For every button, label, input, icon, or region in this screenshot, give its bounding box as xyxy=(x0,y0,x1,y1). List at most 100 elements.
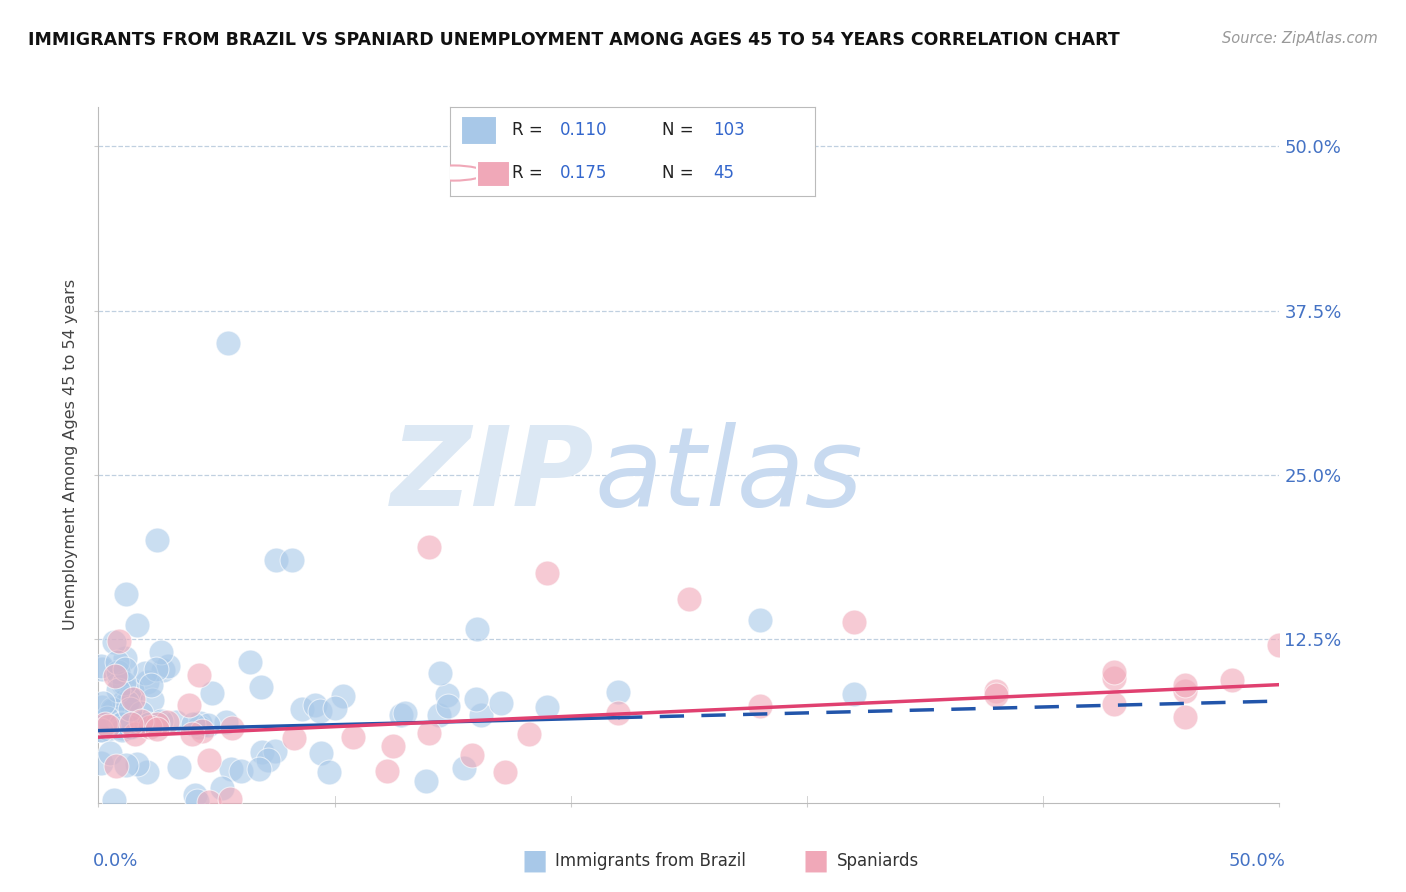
Point xyxy=(117,689,139,703)
Text: ■: ■ xyxy=(803,847,828,875)
Y-axis label: Unemployment Among Ages 45 to 54 years: Unemployment Among Ages 45 to 54 years xyxy=(63,279,79,631)
Point xyxy=(281,553,304,567)
Point xyxy=(283,731,305,745)
Text: 0.0%: 0.0% xyxy=(93,852,138,870)
Point xyxy=(181,727,204,741)
Point xyxy=(115,587,138,601)
Point xyxy=(219,762,242,776)
Point xyxy=(375,764,398,779)
Point xyxy=(536,566,558,580)
Point xyxy=(252,745,274,759)
Point xyxy=(129,714,152,728)
Text: 0.110: 0.110 xyxy=(560,121,607,139)
Point xyxy=(678,592,700,607)
Point xyxy=(91,696,114,710)
Point xyxy=(120,717,142,731)
Text: 45: 45 xyxy=(713,164,734,182)
Point xyxy=(112,676,135,690)
Point xyxy=(111,676,134,690)
Point xyxy=(427,707,450,722)
Point xyxy=(120,720,142,734)
Point xyxy=(118,691,141,706)
Point xyxy=(1102,698,1125,712)
Point xyxy=(418,540,440,554)
Point xyxy=(101,703,124,717)
Point xyxy=(117,706,139,721)
Point xyxy=(291,702,314,716)
Point xyxy=(146,715,169,730)
Point xyxy=(229,764,252,778)
Point xyxy=(186,794,208,808)
Text: 103: 103 xyxy=(713,121,745,139)
Point xyxy=(1102,671,1125,685)
Point xyxy=(748,613,770,627)
Point xyxy=(149,645,172,659)
Point xyxy=(437,698,460,713)
Point xyxy=(198,753,221,767)
Point xyxy=(342,730,364,744)
Point xyxy=(1174,710,1197,724)
Point xyxy=(124,727,146,741)
Point xyxy=(323,700,346,714)
Text: R =: R = xyxy=(512,121,548,139)
Point xyxy=(129,706,152,720)
Point xyxy=(415,773,437,788)
Point xyxy=(461,747,484,762)
Point xyxy=(90,699,112,714)
Point xyxy=(247,763,270,777)
Point xyxy=(429,665,451,680)
Point xyxy=(191,723,214,738)
Point xyxy=(536,700,558,714)
Point xyxy=(219,792,242,806)
Point xyxy=(146,716,169,731)
Point xyxy=(1268,638,1291,652)
Point xyxy=(211,780,233,795)
Point xyxy=(304,698,326,713)
Point xyxy=(132,715,155,730)
Point xyxy=(107,634,129,648)
Point xyxy=(134,666,156,681)
Point xyxy=(470,707,492,722)
Point xyxy=(181,717,204,731)
Point xyxy=(984,688,1007,702)
Text: R =: R = xyxy=(512,164,548,182)
Point xyxy=(103,792,125,806)
Point xyxy=(215,715,238,730)
Point xyxy=(201,686,224,700)
Point xyxy=(121,683,143,698)
Point xyxy=(108,671,131,685)
Point xyxy=(114,758,136,772)
Text: IMMIGRANTS FROM BRAZIL VS SPANIARD UNEMPLOYMENT AMONG AGES 45 TO 54 YEARS CORREL: IMMIGRANTS FROM BRAZIL VS SPANIARD UNEMP… xyxy=(28,31,1119,49)
Point xyxy=(221,721,243,735)
Point xyxy=(110,717,132,731)
Point xyxy=(146,533,169,548)
Text: 50.0%: 50.0% xyxy=(1229,852,1285,870)
Point xyxy=(90,658,112,673)
Point xyxy=(156,658,179,673)
Point xyxy=(111,723,134,737)
Point xyxy=(114,662,136,676)
Point xyxy=(110,716,132,731)
Bar xyxy=(478,161,510,187)
Point xyxy=(489,696,512,710)
Point xyxy=(309,746,332,760)
Point xyxy=(118,720,141,734)
Point xyxy=(607,706,630,720)
Point xyxy=(264,744,287,758)
Point xyxy=(111,722,134,736)
Point xyxy=(90,662,112,676)
Point xyxy=(122,692,145,706)
Point xyxy=(141,693,163,707)
Text: Immigrants from Brazil: Immigrants from Brazil xyxy=(555,852,747,870)
Point xyxy=(107,682,129,697)
Point xyxy=(517,727,540,741)
Point xyxy=(748,699,770,714)
Point xyxy=(146,722,169,736)
Point xyxy=(165,714,187,729)
Point xyxy=(179,698,201,712)
Point xyxy=(114,651,136,665)
Point xyxy=(198,796,221,810)
Point xyxy=(103,635,125,649)
Point xyxy=(90,756,112,771)
Point xyxy=(98,746,121,760)
